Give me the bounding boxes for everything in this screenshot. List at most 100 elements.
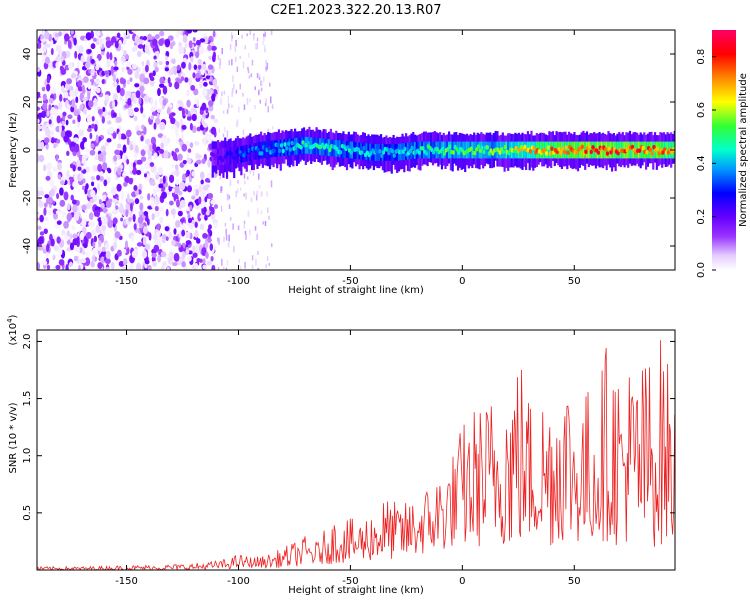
spectrogram-cell [575, 141, 578, 159]
spectrogram-cell [185, 231, 191, 239]
spectrogram-cell [140, 149, 146, 157]
spectrogram-cell [66, 78, 73, 85]
spectrogram-cell [234, 146, 238, 164]
spectrogram-cell [132, 63, 138, 70]
spectrogram-cell [219, 58, 222, 66]
spectrogram-cell [503, 144, 507, 150]
spectrogram-cell [237, 225, 240, 231]
spectrogram-cell [97, 262, 103, 269]
spectrogram-cell [55, 264, 61, 270]
spectrogram-cell [85, 183, 89, 190]
spectrogram-cell [38, 47, 45, 55]
spectrogram-cell [507, 141, 510, 159]
spectrogram-cell [50, 238, 55, 247]
spectrogram-cell [43, 228, 48, 235]
spectrogram-cell [263, 76, 265, 82]
spectrogram-cell [115, 205, 119, 210]
spectrogram-cell [187, 217, 193, 224]
spectrogram-cell [238, 106, 240, 113]
spectrogram-cell [90, 229, 97, 236]
spectrogram-cell [142, 236, 147, 246]
spectrogram-cell [125, 209, 129, 218]
spectrogram-cell [451, 150, 455, 155]
spectrogram-cell [203, 206, 207, 213]
spectrogram-cell [81, 84, 85, 92]
spectrogram-cell [265, 66, 267, 71]
spectrogram-cell [453, 141, 456, 159]
spectrogram-cell [233, 84, 235, 90]
spectrogram-cell [133, 223, 137, 231]
spectrogram-cell [90, 43, 96, 50]
spectrogram-cell [189, 142, 194, 148]
spectrogram-cell [209, 243, 214, 251]
spectrogram-cell [161, 191, 167, 199]
spectrogram-cell [253, 34, 255, 41]
spectrogram-cell [155, 231, 161, 237]
spectrogram-cell [69, 176, 73, 186]
spectrogram-cell [100, 202, 105, 209]
spectrogram-cell [299, 145, 303, 150]
spectrogram-cell [269, 82, 271, 87]
spectrogram-cell [168, 231, 173, 239]
spectrogram-cell [63, 33, 70, 42]
spectrogram-cell [272, 140, 275, 158]
spectrogram-cell [643, 141, 646, 159]
spectrogram-cell [67, 40, 72, 49]
spectrogram-cell [64, 83, 69, 90]
spectrogram-cell [157, 254, 162, 263]
colorbar: 0.0 0.2 0.4 0.6 0.8 Normalized spectral ampl… [696, 30, 749, 278]
spectrogram-cell [208, 224, 212, 230]
spectrogram-cell [95, 87, 101, 94]
spectrogram-cell [161, 265, 165, 270]
spectrogram-cell [258, 185, 261, 189]
spectrogram-cell [102, 194, 107, 200]
spectrogram-cell [70, 146, 76, 153]
spectrogram-cell [58, 31, 63, 37]
spectrogram-cell [112, 81, 118, 88]
spectrogram-cell [225, 267, 228, 270]
spectrogram-cell [76, 247, 81, 253]
snr-y-axis-title: SNR (10 * v/v) [8, 402, 19, 473]
spectrogram-cell [210, 255, 214, 262]
spectrogram-cell [73, 255, 78, 262]
spectrogram-cell [228, 194, 230, 200]
spectrogram-cell [387, 150, 391, 156]
spectrogram-cell [195, 51, 200, 59]
spectrogram-cell [56, 236, 61, 244]
spectrogram-cell [173, 185, 180, 194]
spectrogram-cell [231, 91, 233, 97]
spectrogram-cell [378, 149, 382, 154]
spectrogram-cell [264, 220, 267, 226]
spectrogram-cell [630, 141, 633, 159]
spectrogram-cell [548, 151, 552, 156]
spectrogram-cell [149, 162, 155, 167]
spectrogram-cell [202, 258, 206, 265]
spectrogram-cell [52, 254, 56, 261]
spectrogram-cell [220, 186, 223, 192]
spectrogram-cell [167, 77, 171, 84]
spectrogram-cell [199, 80, 203, 89]
colorbar-tick-label: 0.2 [696, 209, 707, 225]
spectrogram-cell [158, 61, 163, 66]
spectrogram-cell [113, 241, 118, 250]
spectrogram-cell [256, 233, 258, 240]
spectrogram-cell [101, 70, 106, 76]
spectrogram-cell [95, 78, 100, 85]
spectrogram-cell [194, 245, 201, 255]
spectrogram-cell [181, 229, 186, 237]
spectrogram-cell [199, 171, 205, 180]
spectrogram-cell [109, 52, 113, 61]
spectrogram-cell [157, 133, 164, 138]
spectrogram-cell [169, 174, 175, 183]
spectrogram-cell [203, 137, 207, 145]
spectrogram-y-tick-label: -20 [22, 190, 33, 206]
snr-x-tick-label: -150 [115, 576, 138, 587]
spectrogram-cell [207, 159, 211, 168]
spectrogram-cell [37, 153, 40, 163]
spectrogram-cell [235, 56, 237, 63]
spectrogram-cell [59, 93, 63, 102]
spectrogram-cell [202, 122, 208, 128]
spectrogram-cell [49, 178, 55, 187]
spectrogram-cell [249, 30, 251, 35]
spectrogram-cell [288, 138, 291, 156]
